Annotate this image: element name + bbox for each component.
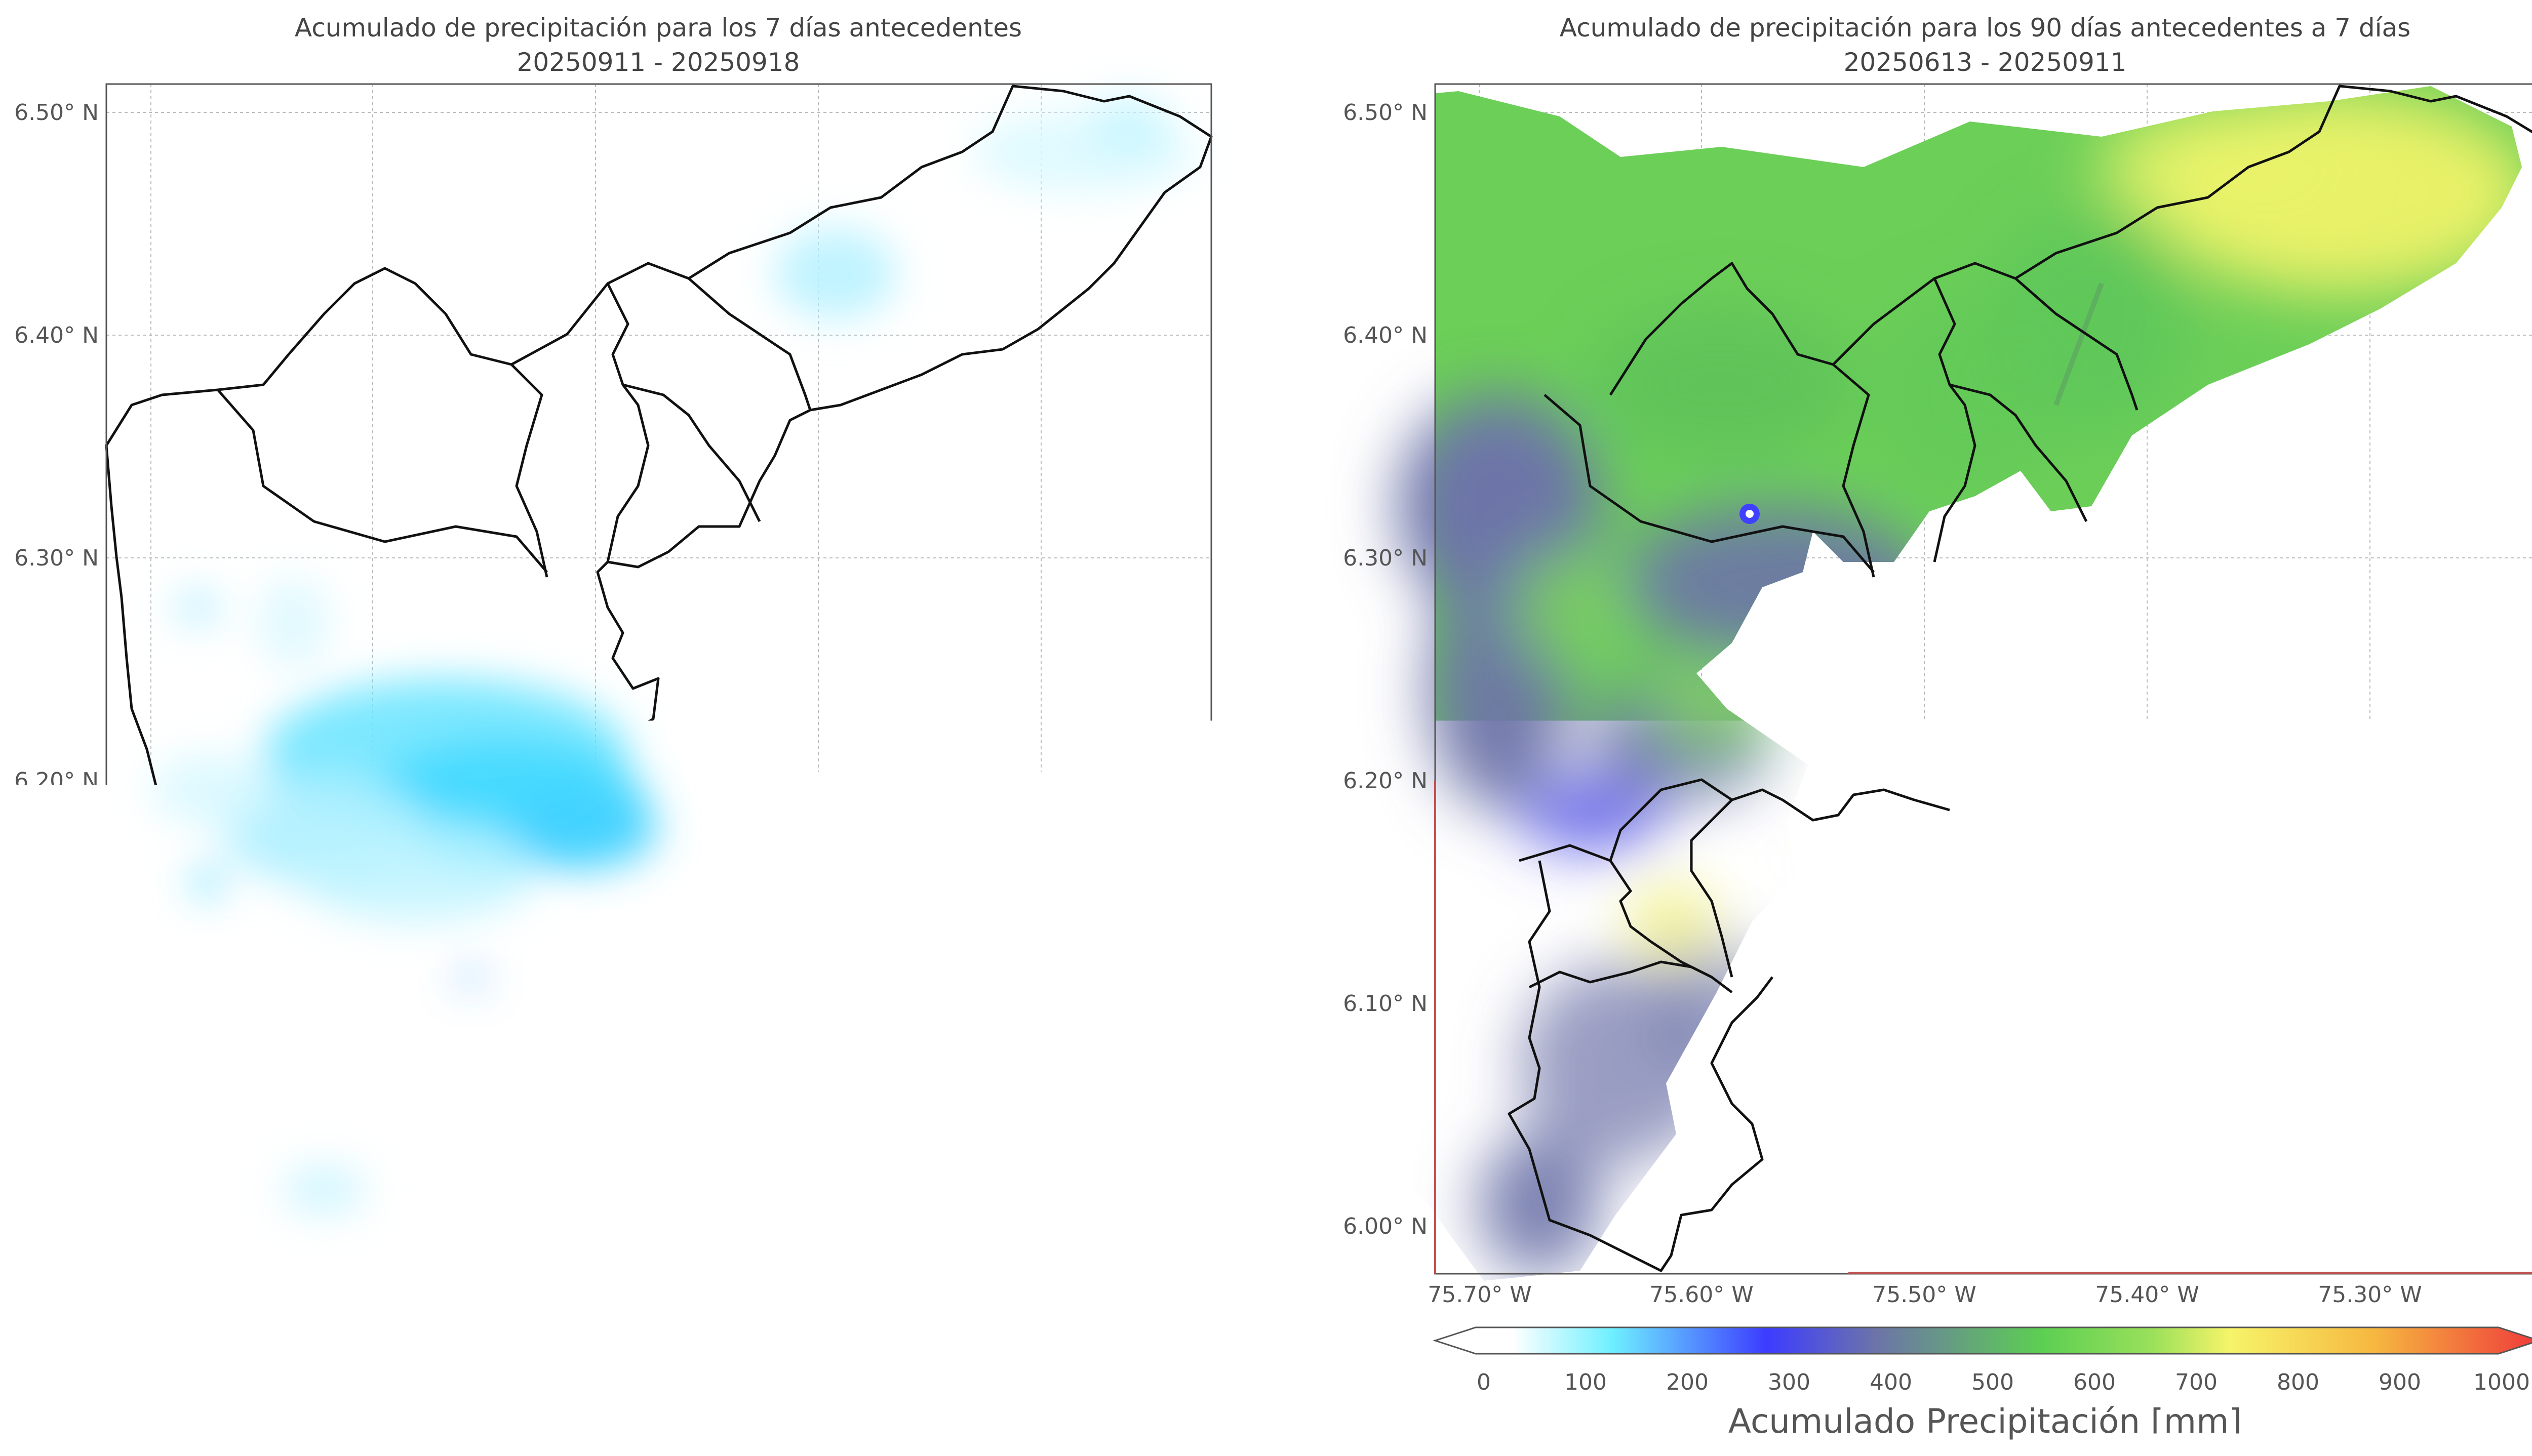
map1-colorbar-tick: 280 [1136,1369,1179,1395]
map2-colorbar: 0 100 200 300 400 500 600 700 800 900 10… [1435,1327,2532,1441]
map2-lat-tick: 6.30° N [1343,545,1428,571]
map1-lon-tick: 75.50° W [543,1282,647,1308]
map1-colorbar-tick: 100 [492,1369,535,1395]
map1-colorbar-tick: 40 [285,1369,313,1395]
map1-lat-tick: 6.00° N [14,1214,99,1239]
map2-lat-tick: 6.20° N [1343,768,1428,794]
map1-lat-tick: 6.20° N [14,768,99,794]
map2-lat-tick: 6.40° N [1343,322,1428,348]
map2-lon-tick: 75.40° W [2095,1282,2199,1308]
map1-title-line1: Acumulado de precipitación para los 7 dí… [295,13,1022,43]
map1-colorbar-tick: 120 [564,1369,607,1395]
map2-lon-tick: 75.50° W [1872,1282,1976,1308]
map1-colorbar-label: Acumulado Precipitación [mm] [402,1402,915,1441]
map1-lat-tick: 6.40° N [14,322,99,348]
map2-colorbar-tick: 800 [2277,1369,2319,1395]
map2-colorbar-tick: 600 [2073,1369,2116,1395]
map1-lon-tick: 75.40° W [766,1282,870,1308]
map2-lon-tick: 75.70° W [1428,1282,1531,1308]
map1-lat-tick: 6.30° N [14,545,99,571]
map2-lon-tick: 75.30° W [2318,1282,2422,1308]
map-panel-90-day: Acumulado de precipitación para los 90 d… [1343,13,2532,1441]
map2-title-line1: Acumulado de precipitación para los 90 d… [1560,13,2410,43]
map1-colorbar-tick: 60 [357,1369,385,1395]
map2-colorbar-tick: 300 [1768,1369,1810,1395]
map1-colorbar-tick: 240 [994,1369,1036,1395]
map1-municipal-borders [106,86,1211,1271]
map2-colorbar-tick: 100 [1564,1369,1607,1395]
map2-lon-tick: 75.60° W [1649,1282,1753,1308]
map1-colorbar: 0 10 20 40 60 80 100 120 140 160 180 200… [101,1327,1210,1441]
map1-lat-tick: 6.50° N [14,100,99,126]
map2-precipitation-field [1398,84,2532,1276]
map2-lat-tick: 6.10° N [1343,991,1428,1017]
map1-lat-axis: 6.50° N 6.40° N 6.30° N 6.20° N 6.10° N … [14,100,99,1239]
map1-colorbar-tick: 20 [214,1369,242,1395]
map2-colorbar-label: Acumulado Precipitación [mm] [1728,1402,2242,1441]
map2-colorbar-tick: 0 [1477,1369,1491,1395]
map1-colorbar-tick: 180 [779,1369,821,1395]
map2-colorbar-tick: 400 [1870,1369,1912,1395]
map2-lat-tick: 6.00° N [1343,1214,1428,1239]
map1-lat-tick: 6.10° N [14,991,99,1017]
map1-colorbar-tick: 160 [707,1369,749,1395]
map-panel-7-day: Acumulado de precipitación para los 7 dí… [14,13,1211,1441]
map2-colorbar-tick: 1000 [2473,1369,2530,1395]
map2-title-line2: 20250613 - 20250911 [1844,48,2127,77]
map2-lat-axis: 6.50° N 6.40° N 6.30° N 6.20° N 6.10° N … [1343,100,1428,1239]
map1-lon-tick: 75.60° W [321,1282,424,1308]
map1-lon-tick: 75.70° W [99,1282,203,1308]
map2-colorbar-tick: 700 [2175,1369,2218,1395]
map2-lat-tick: 6.50° N [1343,100,1428,126]
map1-colorbar-tick: 0 [147,1369,162,1395]
map2-colorbar-tick: 900 [2379,1369,2421,1395]
map1-colorbar-tick: 140 [636,1369,678,1395]
map1-precipitation-field [152,96,1195,1212]
map2-lon-axis: 75.70° W 75.60° W 75.50° W 75.40° W 75.3… [1428,1282,2422,1308]
map1-title-line2: 20250911 - 20250918 [517,48,800,77]
map1-colorbar-tick: 80 [428,1369,456,1395]
map2-colorbar-tick: 200 [1666,1369,1709,1395]
map1-colorbar-tick: 10 [177,1369,206,1395]
map1-lon-axis: 75.70° W 75.60° W 75.50° W 75.40° W 75.3… [99,1282,1093,1308]
map2-colorbar-tick: 500 [1971,1369,2014,1395]
map1-lon-tick: 75.30° W [989,1282,1093,1308]
map1-colorbar-tick: 200 [850,1369,893,1395]
